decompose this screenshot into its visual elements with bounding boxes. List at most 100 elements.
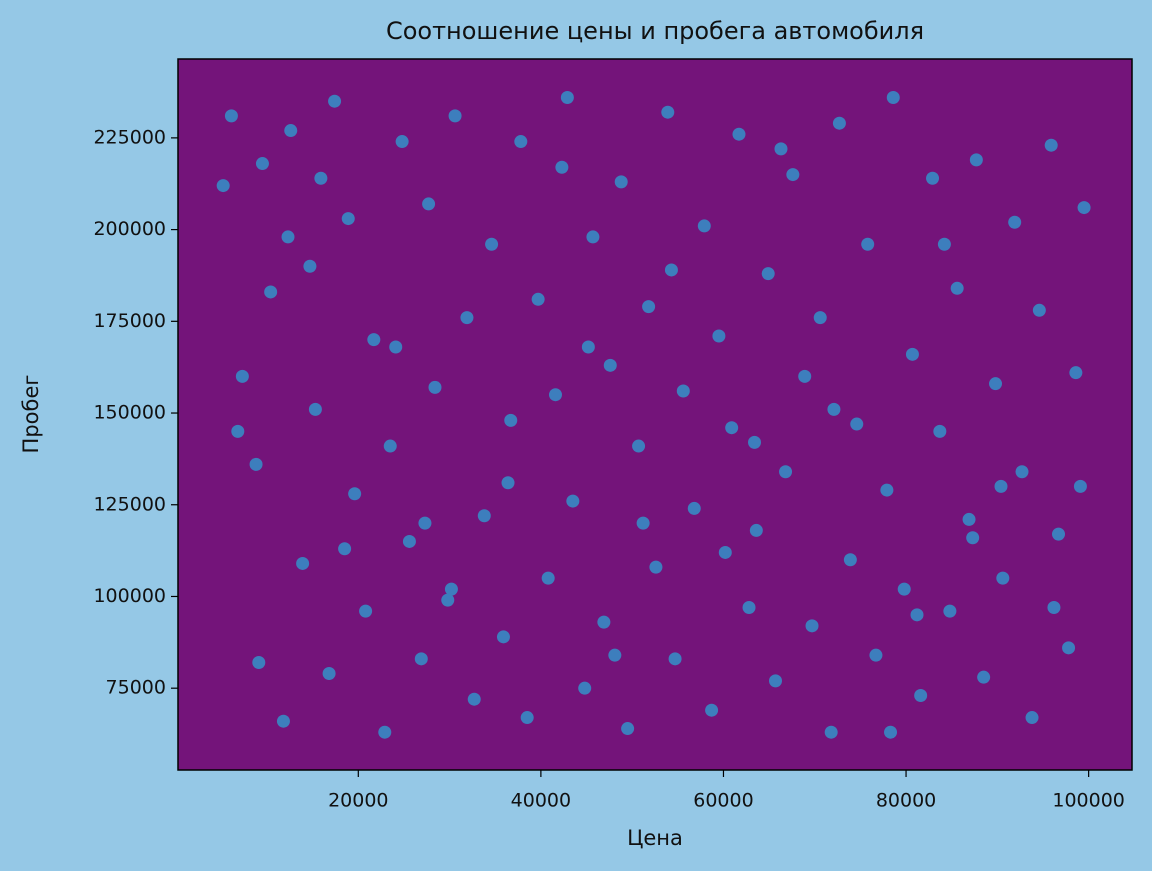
point: [485, 237, 499, 251]
point: [514, 135, 528, 149]
point: [989, 377, 1003, 391]
point: [880, 483, 894, 497]
point: [308, 402, 322, 416]
point: [418, 516, 432, 530]
point: [467, 692, 481, 706]
point: [1015, 465, 1029, 479]
point: [798, 369, 812, 383]
x-tick-label: 40000: [511, 790, 571, 812]
point: [586, 230, 600, 244]
point: [402, 534, 416, 548]
point: [832, 116, 846, 130]
point: [235, 369, 249, 383]
y-tick-label: 225000: [93, 126, 166, 148]
point: [231, 424, 245, 438]
point: [676, 384, 690, 398]
point: [886, 91, 900, 105]
point: [994, 479, 1008, 493]
point: [1008, 215, 1022, 229]
y-tick-label: 100000: [93, 585, 166, 607]
point: [850, 417, 864, 431]
point: [1073, 479, 1087, 493]
point: [367, 333, 381, 347]
point: [1025, 711, 1039, 725]
point: [296, 556, 310, 570]
point: [827, 402, 841, 416]
chart-title: Соотношение цены и пробега автомобиля: [386, 17, 924, 45]
point: [668, 652, 682, 666]
point: [962, 512, 976, 526]
point: [910, 608, 924, 622]
point: [281, 230, 295, 244]
point: [661, 105, 675, 119]
point: [824, 725, 838, 739]
point: [732, 127, 746, 141]
point: [649, 560, 663, 574]
point: [581, 340, 595, 354]
point: [341, 212, 355, 226]
point: [914, 689, 928, 703]
point: [642, 300, 656, 314]
y-tick-label: 200000: [93, 218, 166, 240]
point: [520, 711, 534, 725]
point: [348, 487, 362, 501]
point: [996, 571, 1010, 585]
point: [603, 358, 617, 372]
point: [1044, 138, 1058, 152]
point: [504, 413, 518, 427]
y-tick-label: 75000: [106, 677, 166, 699]
y-tick-label: 175000: [93, 310, 166, 332]
point: [905, 347, 919, 361]
y-tick-label: 125000: [93, 493, 166, 515]
x-axis-label: Цена: [627, 826, 683, 850]
point: [869, 648, 883, 662]
axes-frame: [177, 58, 1133, 771]
point: [664, 263, 678, 277]
point: [769, 674, 783, 688]
point: [566, 494, 580, 508]
point: [632, 439, 646, 453]
point: [748, 435, 762, 449]
point: [1032, 303, 1046, 317]
point: [608, 648, 622, 662]
point: [597, 615, 611, 629]
y-tick-label: 150000: [93, 402, 166, 424]
point: [943, 604, 957, 618]
point: [428, 380, 442, 394]
point: [389, 340, 403, 354]
point: [224, 109, 238, 123]
point: [1077, 201, 1091, 215]
point: [548, 388, 562, 402]
point: [441, 593, 455, 607]
x-tick-label: 60000: [693, 790, 753, 812]
point: [950, 281, 964, 295]
point: [359, 604, 373, 618]
point: [1047, 600, 1061, 614]
plot-area: [178, 59, 1132, 770]
point: [460, 311, 474, 325]
point: [614, 175, 628, 189]
point: [813, 311, 827, 325]
point: [216, 179, 230, 193]
point: [477, 509, 491, 523]
point: [687, 501, 701, 515]
point: [742, 600, 756, 614]
point: [621, 722, 635, 736]
point: [712, 329, 726, 343]
point: [843, 553, 857, 567]
point: [264, 285, 278, 299]
point: [749, 523, 763, 537]
point: [255, 157, 269, 171]
point: [697, 219, 711, 233]
point: [276, 714, 290, 728]
point: [786, 168, 800, 182]
point: [328, 94, 342, 108]
point: [252, 656, 266, 670]
point: [338, 542, 352, 556]
point: [444, 582, 458, 596]
point: [761, 267, 775, 281]
point: [774, 142, 788, 156]
point: [926, 171, 940, 185]
point: [969, 153, 983, 167]
